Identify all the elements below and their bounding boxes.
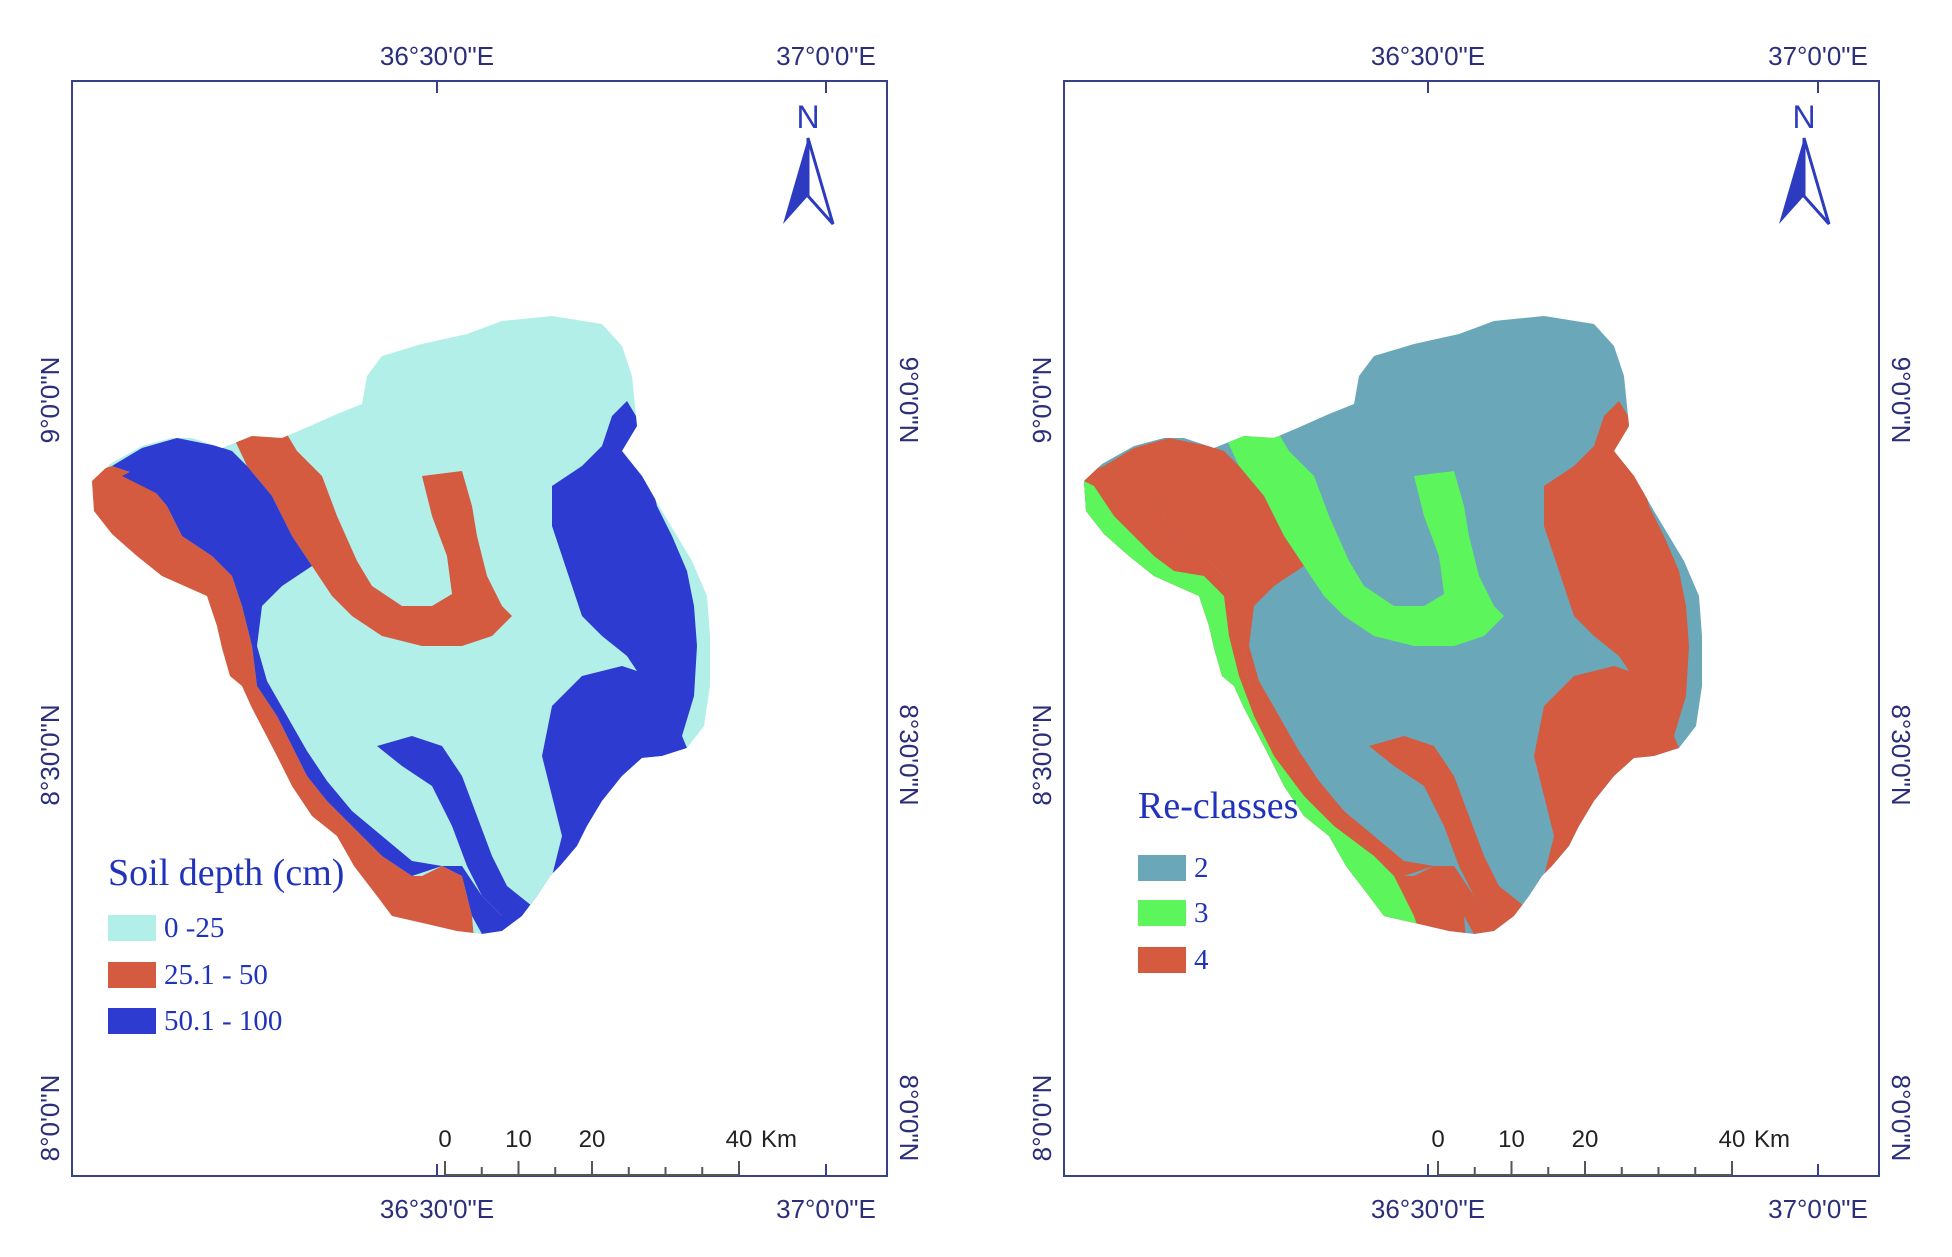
latitude-label-right: 9°0'0"N <box>1886 357 1916 444</box>
longitude-label-bottom: 37°0'0"E <box>1768 1194 1868 1224</box>
class-3-area <box>1224 426 1504 646</box>
longitude-label-top: 36°30'0"E <box>380 41 494 71</box>
legend-label: 3 <box>1194 897 1209 929</box>
legend-label: 2 <box>1194 852 1209 884</box>
legend-label: 0 -25 <box>164 912 224 944</box>
north-arrow-icon <box>806 137 835 225</box>
scale-unit: Km <box>1754 1126 1790 1153</box>
longitude-label-bottom: 36°30'0"E <box>1371 1194 1485 1224</box>
map-2-overlay: 36°30'0"E 36°30'0"E 37°0'0"E 37°0'0"E 9°0'0"… <box>1027 41 1916 1224</box>
latitude-label-right: 8°0'0"N <box>894 1075 924 1162</box>
scale-tick-label: 40 <box>726 1126 753 1153</box>
legend-swatch <box>1138 947 1186 973</box>
scale-tick-label: 0 <box>1431 1126 1444 1153</box>
latitude-label-left: 8°0'0"N <box>1027 1075 1057 1162</box>
class-4-area <box>1544 401 1689 736</box>
legend-label: 4 <box>1194 944 1209 976</box>
legend-swatch <box>108 962 156 988</box>
latitude-label-left: 8°30'0"N <box>1027 704 1057 805</box>
latitude-label-left: 9°0'0"N <box>1027 357 1057 444</box>
longitude-label-bottom: 37°0'0"E <box>776 1194 876 1224</box>
class-4-area <box>1114 456 1224 546</box>
north-label: N <box>796 99 819 135</box>
north-arrow-icon <box>1802 137 1831 225</box>
legend-title: Re-classes <box>1138 785 1298 827</box>
scale-tick-label: 10 <box>1498 1126 1525 1153</box>
legend-label: 50.1 - 100 <box>164 1005 282 1037</box>
longitude-label-top: 37°0'0"E <box>776 41 876 71</box>
longitude-label-top: 37°0'0"E <box>1768 41 1868 71</box>
scale-tick-label: 40 <box>1719 1126 1746 1153</box>
north-label: N <box>1792 99 1815 135</box>
map-1-overlay: 36°30'0"E 36°30'0"E 37°0'0"E 37°0'0"E 9°0'0"… <box>35 41 924 1224</box>
soil-depth-map <box>71 80 888 1177</box>
class-4-area <box>1369 666 1679 916</box>
class-50-100-area <box>552 401 697 736</box>
north-arrow-icon <box>783 138 808 224</box>
legend-swatch <box>108 1008 156 1034</box>
scale-tick-label: 20 <box>1572 1126 1599 1153</box>
scale-tick-label: 10 <box>505 1126 532 1153</box>
longitude-label-bottom: 36°30'0"E <box>380 1194 494 1224</box>
re-classes-map <box>1063 80 1880 1177</box>
latitude-label-left: 9°0'0"N <box>35 357 65 444</box>
scale-unit: Km <box>761 1126 797 1153</box>
class-25-50-area <box>232 426 512 646</box>
latitude-label-right: 8°0'0"N <box>1886 1075 1916 1162</box>
latitude-label-right: 9°0'0"N <box>894 357 924 444</box>
longitude-label-top: 36°30'0"E <box>1371 41 1485 71</box>
legend-swatch <box>1138 900 1186 926</box>
legend-swatch <box>1138 855 1186 881</box>
north-arrow-icon <box>1779 138 1804 224</box>
legend-label: 25.1 - 50 <box>164 959 268 991</box>
scale-tick-label: 20 <box>579 1126 606 1153</box>
class-50-100-area <box>377 666 687 916</box>
latitude-label-right: 8°30'0"N <box>894 704 924 805</box>
scale-tick-label: 0 <box>438 1126 451 1153</box>
class-50-100-area <box>122 456 232 546</box>
latitude-label-left: 8°30'0"N <box>35 704 65 805</box>
latitude-label-left: 8°0'0"N <box>35 1075 65 1162</box>
legend-swatch <box>108 915 156 941</box>
legend-title: Soil depth (cm) <box>108 852 344 894</box>
latitude-label-right: 8°30'0"N <box>1886 704 1916 805</box>
